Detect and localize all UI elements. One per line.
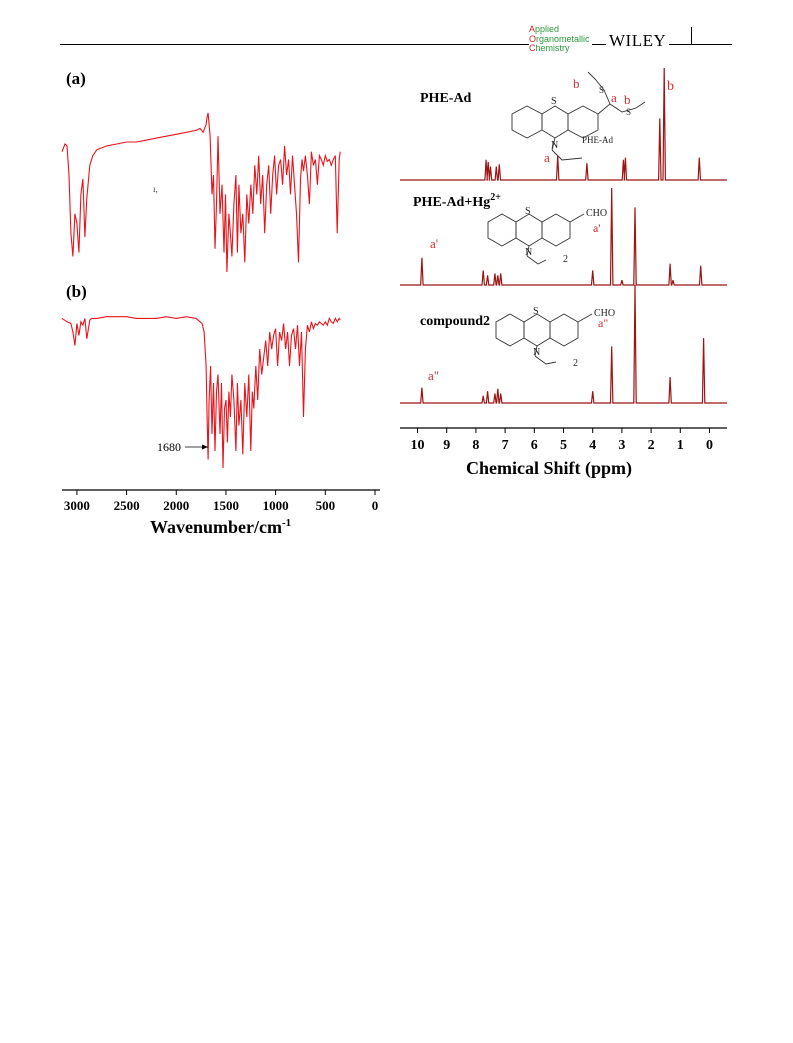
svg-text:S: S <box>626 107 631 117</box>
nmr-tick-label: 10 <box>411 438 425 453</box>
marker-1680-arrowhead <box>202 444 208 450</box>
ir-tick-label: 1500 <box>213 498 239 513</box>
nmr-tick-label: 0 <box>706 438 713 453</box>
ir-tick-label: 2000 <box>163 498 189 513</box>
svg-text:S: S <box>525 206 531 217</box>
ir-tick-label: 2500 <box>114 498 140 513</box>
journal-line-1: Applied <box>529 24 560 34</box>
peak-label-a-double-prime: a" <box>428 368 439 383</box>
journal-line-3: Chemistry <box>529 43 570 53</box>
svg-text:a: a <box>544 150 550 165</box>
marker-1680-label: 1680 <box>157 440 181 454</box>
svg-text:PHE-Ad: PHE-Ad <box>582 135 613 145</box>
panel-label-a: (a) <box>66 69 86 88</box>
nmr-tick-label: 8 <box>472 438 479 453</box>
nmr-spectrum-phe-ad <box>400 67 727 181</box>
ir-tick-label: 3000 <box>64 498 90 513</box>
nmr-tick-label: 9 <box>443 438 450 453</box>
journal-line-2: Organometallic <box>529 33 590 44</box>
svg-text:a": a" <box>598 316 608 330</box>
panel-label-b: (b) <box>66 282 87 301</box>
structure-phe-ad-labels: S N PHE-Ad a b a b S S <box>544 76 631 165</box>
ir-tick-label: 500 <box>316 498 336 513</box>
nmr-tick-label: 2 <box>648 438 655 453</box>
ir-tick-label: 0 <box>372 498 379 513</box>
svg-text:N: N <box>551 140 558 151</box>
nmr-spectrum-phe-ad-hg <box>400 187 727 286</box>
ir-tick-label: 1000 <box>263 498 289 513</box>
svg-text:2: 2 <box>573 358 578 369</box>
header-rule <box>60 44 732 45</box>
spectrum-label-phe-ad: PHE-Ad <box>420 91 472 106</box>
spectrum-label-compound2: compound2 <box>420 314 490 329</box>
publisher-logo: WILEY <box>606 32 670 49</box>
ir-trace-b <box>61 316 341 469</box>
spectrum-label-phe-ad-hg: PHE-Ad+Hg2+ <box>413 192 501 210</box>
peak-label-a-prime: a' <box>430 236 438 251</box>
nmr-tick-label: 1 <box>677 438 684 453</box>
structure-phe-ad-hg <box>487 213 585 265</box>
header-page-tick <box>691 27 692 45</box>
nmr-tick-label: 7 <box>502 438 509 453</box>
svg-text:b: b <box>624 92 631 107</box>
svg-text:S: S <box>551 96 557 107</box>
nmr-x-ticks: 10 9 8 7 6 5 4 3 2 1 0 <box>411 428 713 453</box>
nmr-spectrum-compound2 <box>400 284 727 404</box>
svg-text:a': a' <box>593 221 601 235</box>
ir-trace-a <box>61 112 341 273</box>
structure-compound2 <box>495 313 593 365</box>
svg-text:CHO: CHO <box>594 308 615 319</box>
svg-text:b: b <box>573 76 580 91</box>
svg-text:CHO: CHO <box>586 208 607 219</box>
ir-x-ticks: 3000 2500 2000 1500 1000 500 0 <box>64 490 378 513</box>
svg-text:N: N <box>533 347 540 358</box>
svg-text:2: 2 <box>563 254 568 265</box>
svg-text:S: S <box>599 85 604 95</box>
journal-name: Applied Organometallic Chemistry <box>529 24 592 54</box>
svg-text:a: a <box>611 90 617 105</box>
stray-mark: ı, <box>153 184 158 194</box>
structure-compound2-labels: S N CHO a" 2 <box>533 306 615 369</box>
nmr-tick-label: 4 <box>589 438 596 453</box>
svg-text:S: S <box>533 306 539 317</box>
nmr-tick-label: 5 <box>560 438 567 453</box>
nmr-tick-label: 3 <box>618 438 625 453</box>
nmr-x-axis-label: Chemical Shift (ppm) <box>466 458 632 479</box>
peak-label-b: b <box>667 79 674 94</box>
svg-text:N: N <box>525 247 532 258</box>
nmr-tick-label: 6 <box>531 438 538 453</box>
ir-x-axis-label: Wavenumber/cm-1 <box>150 517 291 537</box>
structure-phe-ad-hg-labels: S N CHO a' 2 <box>525 206 607 265</box>
structure-phe-ad <box>511 71 646 161</box>
